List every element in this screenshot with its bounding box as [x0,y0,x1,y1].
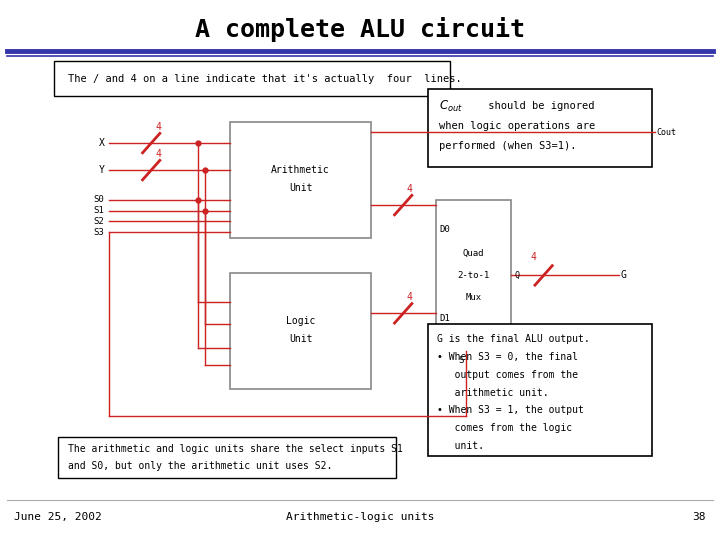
Text: 4: 4 [407,292,413,302]
Text: should be ignored: should be ignored [482,102,595,111]
Bar [428,324,652,456]
Text: 38: 38 [692,512,706,522]
Text: Arithmetic: Arithmetic [271,165,330,175]
Text: A complete ALU circuit: A complete ALU circuit [195,17,525,42]
Text: 4: 4 [531,252,536,262]
Bar [230,273,371,389]
Text: G is the final ALU output.: G is the final ALU output. [437,334,590,344]
Text: X: X [99,138,104,148]
Text: $C_{out}$: $C_{out}$ [439,99,463,114]
Text: Unit: Unit [289,183,312,193]
Text: D1: D1 [439,314,450,323]
Bar [58,437,396,478]
Text: comes from the logic: comes from the logic [437,423,572,433]
Text: The arithmetic and logic units share the select inputs S1: The arithmetic and logic units share the… [68,444,403,454]
Text: 4: 4 [156,122,161,132]
Text: Y: Y [99,165,104,175]
Text: S0: S0 [94,195,104,204]
Bar [428,89,652,167]
Text: G: G [621,271,626,280]
Text: unit.: unit. [437,441,484,451]
Text: arithmetic unit.: arithmetic unit. [437,388,549,397]
Text: June 25, 2002: June 25, 2002 [14,512,102,522]
Text: S3: S3 [94,228,104,237]
Text: when logic operations are: when logic operations are [439,121,595,131]
Text: • When S3 = 0, the final: • When S3 = 0, the final [437,352,578,362]
Text: Arithmetic-logic units: Arithmetic-logic units [286,512,434,522]
Text: 4: 4 [156,148,161,159]
Text: Cout: Cout [657,128,677,137]
Text: Logic: Logic [286,316,315,326]
Text: 2-to-1: 2-to-1 [457,271,490,280]
Text: S2: S2 [94,217,104,226]
Bar [230,122,371,238]
Text: output comes from the: output comes from the [437,370,578,380]
Bar [436,200,511,351]
Text: S1: S1 [94,206,104,215]
Text: Q: Q [515,271,520,280]
Text: Mux: Mux [465,293,482,301]
Text: 4: 4 [407,184,413,194]
Text: The / and 4 on a line indicate that it's actually  four  lines.: The / and 4 on a line indicate that it's… [68,75,462,84]
Text: performed (when S3=1).: performed (when S3=1). [439,141,577,151]
FancyBboxPatch shape [54,61,450,96]
Text: Unit: Unit [289,334,312,344]
Text: Quad: Quad [463,249,484,258]
Text: • When S3 = 1, the output: • When S3 = 1, the output [437,406,584,415]
Text: and S0, but only the arithmetic unit uses S2.: and S0, but only the arithmetic unit use… [68,461,333,471]
Text: D0: D0 [439,225,450,234]
Text: S: S [459,356,464,366]
